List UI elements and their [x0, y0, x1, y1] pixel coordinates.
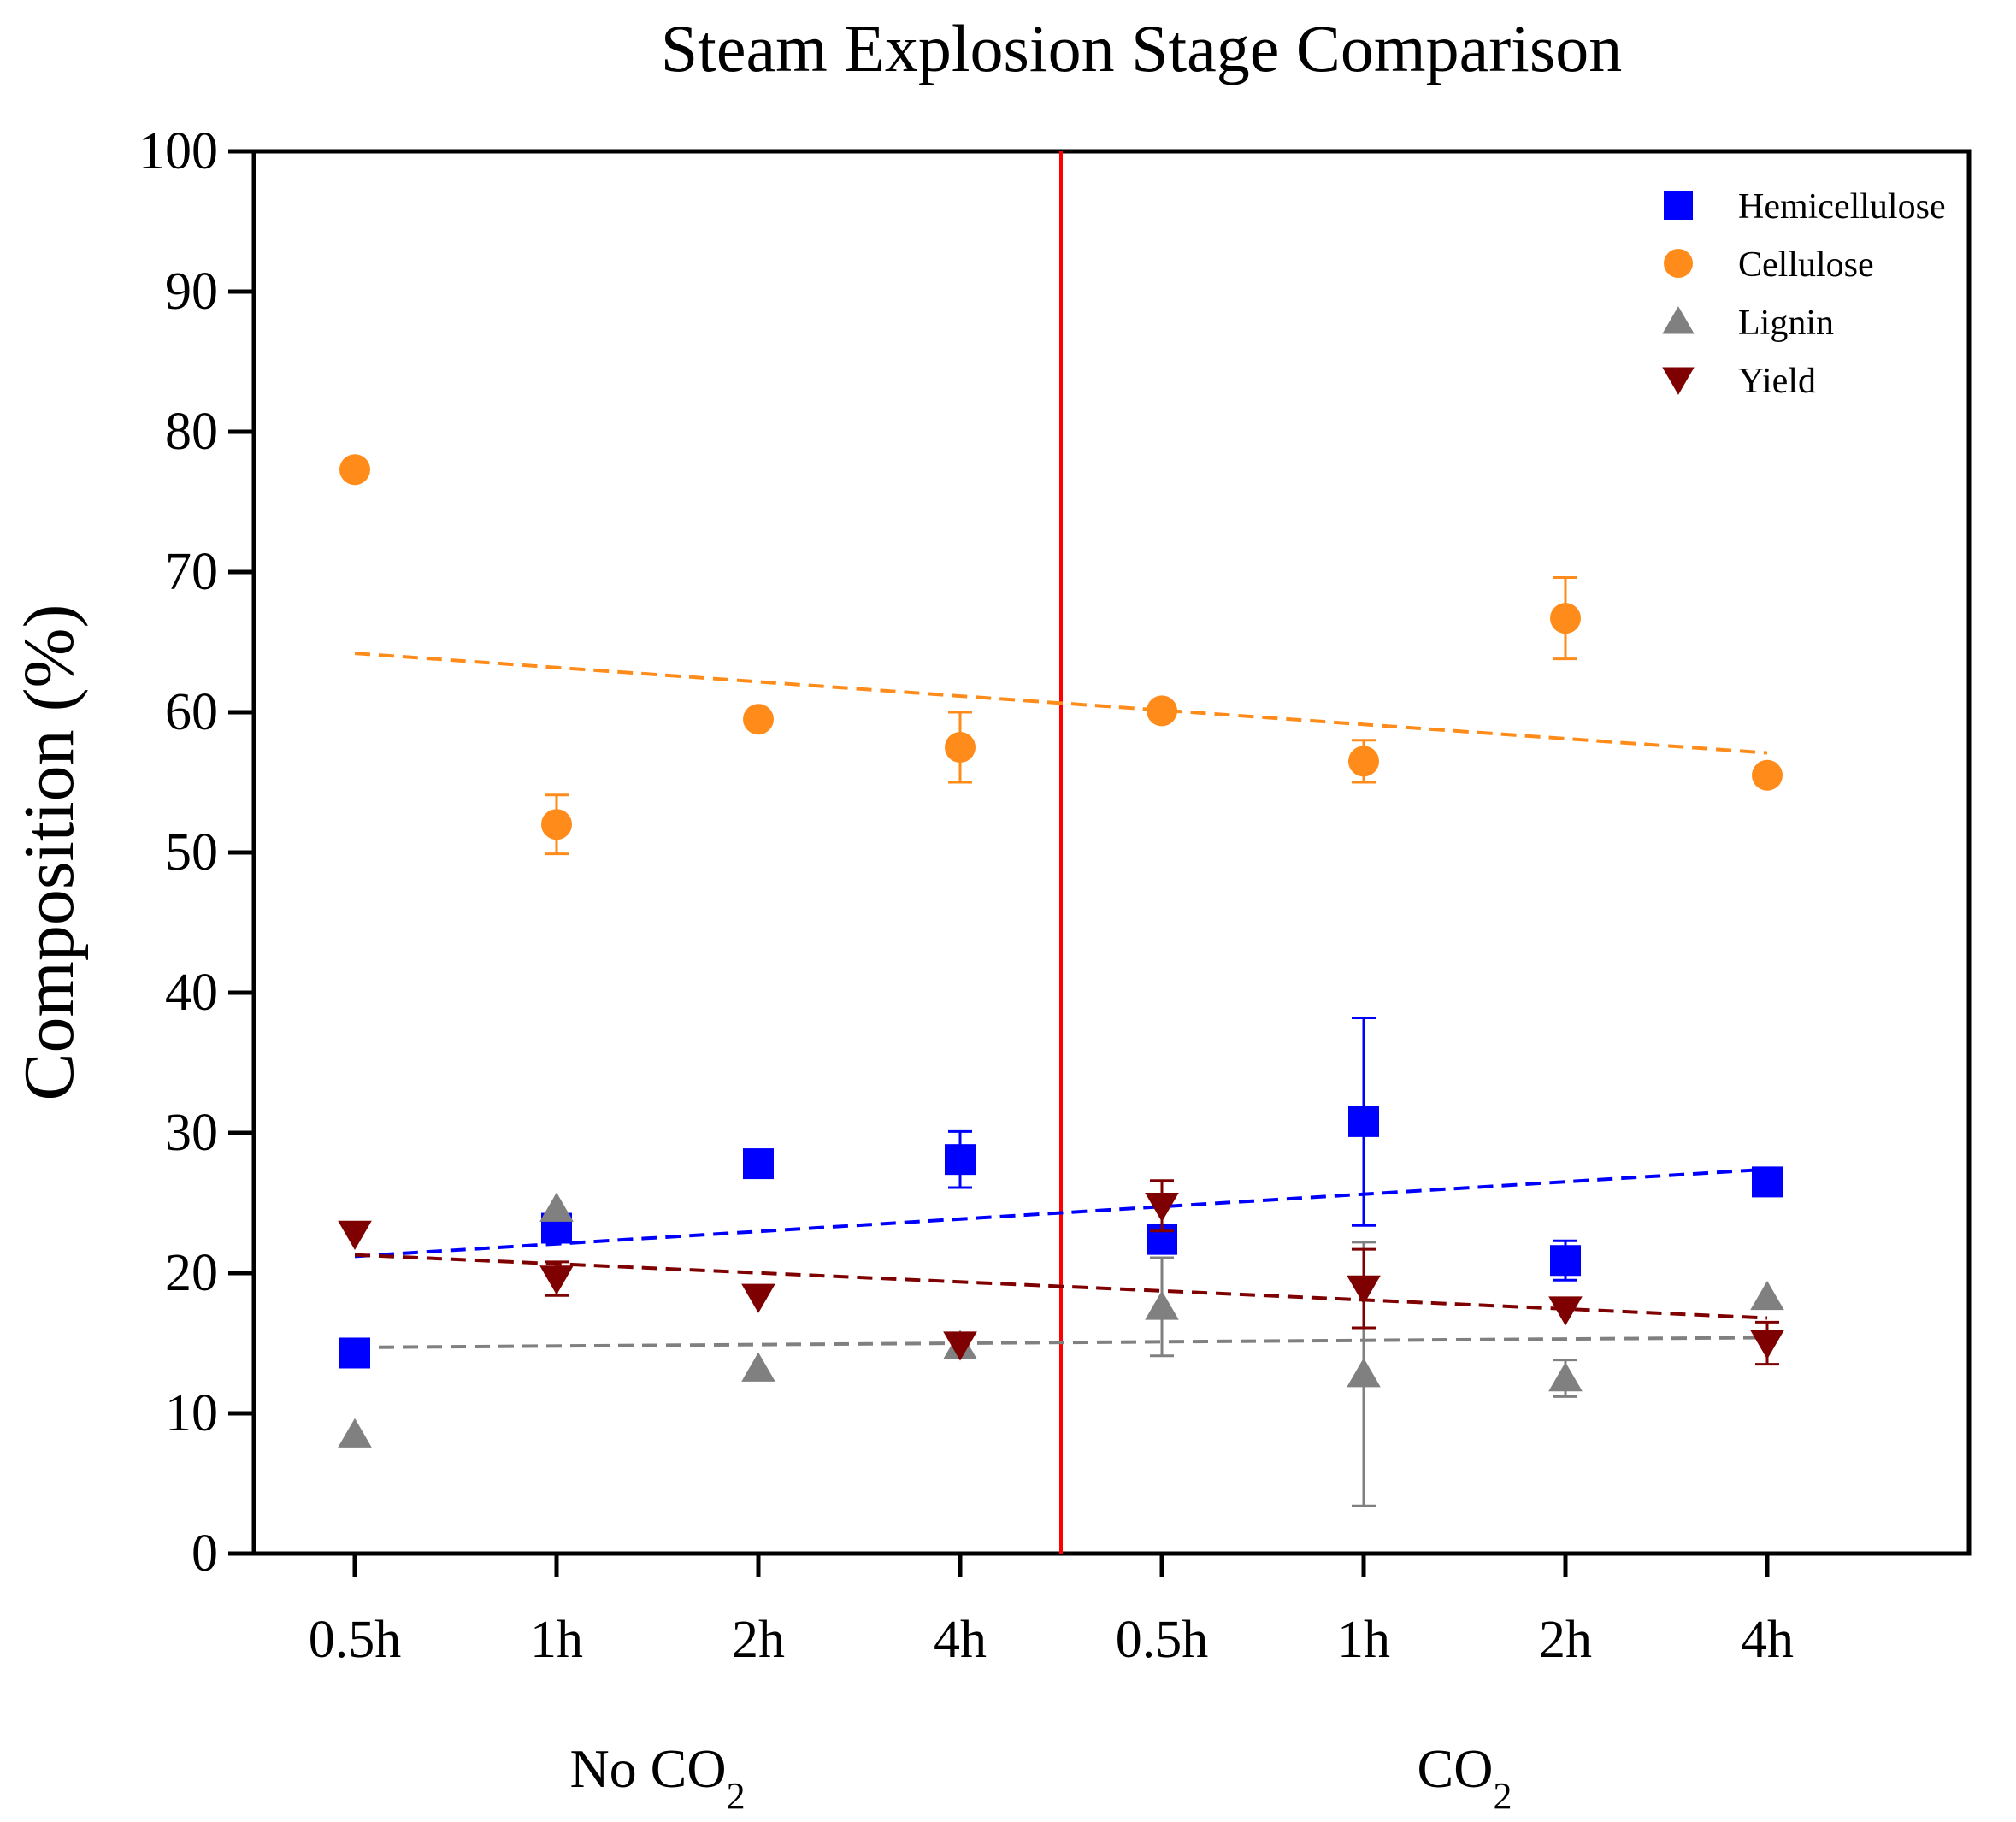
hemicellulose-point [1752, 1166, 1783, 1198]
yield-point [943, 1331, 977, 1361]
lignin-point [539, 1192, 574, 1222]
x-tick-label: 4h [934, 1611, 987, 1669]
cellulose-point [1752, 759, 1783, 791]
x-group-label: No CO2 [569, 1738, 745, 1817]
legend-label: Yield [1738, 362, 1816, 401]
legend-marker [1662, 367, 1695, 395]
legend-marker [1664, 249, 1693, 278]
cellulose-point [541, 809, 572, 840]
y-tick-label: 100 [139, 122, 218, 180]
x-tick-label: 2h [1539, 1611, 1592, 1669]
cellulose-point [1348, 746, 1379, 777]
trend-line [354, 1253, 1768, 1320]
hemicellulose-point [1550, 1245, 1581, 1277]
x-tick-label: 1h [530, 1611, 583, 1669]
lignin-point [1347, 1358, 1381, 1388]
yield-point [539, 1265, 574, 1295]
legend-marker [1662, 306, 1695, 334]
hemicellulose-point [743, 1148, 774, 1180]
legend-label: Lignin [1738, 304, 1834, 343]
y-axis-label: Composition (%) [9, 604, 89, 1101]
trend-line [354, 652, 1768, 755]
cellulose-point [339, 454, 370, 486]
cellulose-point [1550, 603, 1581, 634]
y-tick-label: 0 [192, 1524, 218, 1583]
cellulose-point [1147, 695, 1177, 727]
yield-point [741, 1283, 775, 1313]
legend-label: Cellulose [1738, 245, 1874, 285]
legend-marker [1664, 191, 1693, 220]
x-tick-label: 4h [1741, 1611, 1794, 1669]
y-tick-label: 10 [165, 1384, 218, 1442]
y-tick-label: 90 [165, 262, 218, 321]
x-tick-label: 0.5h [309, 1611, 402, 1669]
x-tick-label: 1h [1337, 1611, 1390, 1669]
cellulose-point [945, 732, 976, 763]
yield-point [338, 1220, 372, 1250]
yield-point [1750, 1330, 1784, 1359]
lignin-point [1145, 1290, 1179, 1320]
y-tick-label: 30 [165, 1104, 218, 1162]
y-tick-label: 80 [165, 403, 218, 461]
y-tick-label: 40 [165, 964, 218, 1022]
trend-line [354, 1336, 1768, 1349]
lignin-point [741, 1352, 775, 1382]
y-tick-label: 70 [165, 543, 218, 601]
lignin-point [1548, 1362, 1583, 1392]
chart-title: Steam Explosion Stage Comparison [661, 11, 1622, 85]
y-tick-label: 20 [165, 1244, 218, 1302]
trend-line [354, 1167, 1768, 1259]
yield-point [1548, 1296, 1583, 1326]
cellulose-point [743, 704, 774, 735]
y-tick-label: 50 [165, 823, 218, 882]
lignin-point [1750, 1280, 1784, 1311]
yield-point [1347, 1275, 1381, 1305]
yield-point [1145, 1192, 1179, 1223]
y-tick-label: 60 [165, 683, 218, 741]
hemicellulose-point [945, 1144, 976, 1176]
hemicellulose-point [339, 1337, 370, 1369]
x-tick-label: 2h [732, 1611, 785, 1669]
legend-label: Hemicellulose [1738, 187, 1946, 227]
x-group-label: CO2 [1418, 1738, 1512, 1817]
hemicellulose-point [1348, 1106, 1379, 1137]
x-tick-label: 0.5h [1116, 1611, 1209, 1669]
lignin-point [338, 1418, 372, 1448]
